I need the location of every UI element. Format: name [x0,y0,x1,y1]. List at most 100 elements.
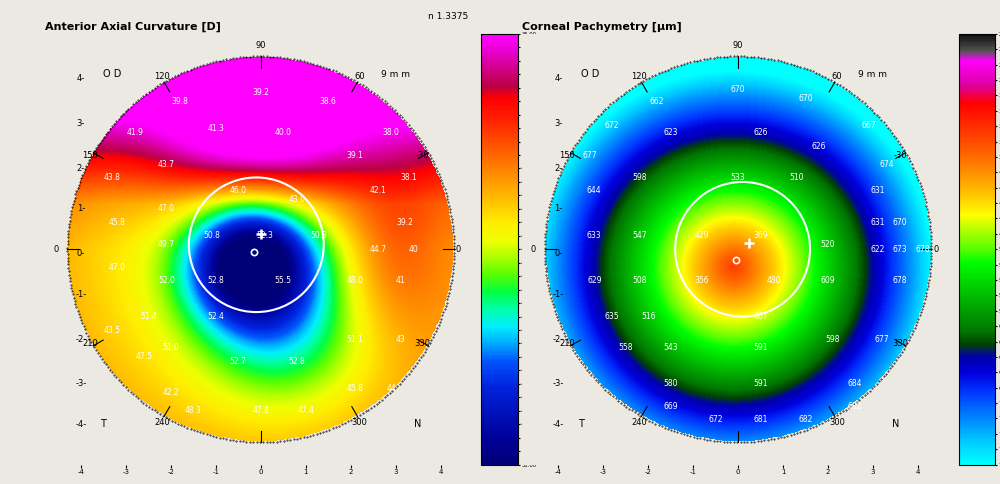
Text: 631: 631 [870,186,885,196]
Text: 4-: 4- [77,74,85,83]
Text: 51.0: 51.0 [162,344,179,352]
Text: 47.5: 47.5 [135,352,152,362]
Text: 674: 674 [879,160,894,168]
Text: 633: 633 [587,231,602,240]
Text: 543: 543 [663,344,678,352]
Text: 210: 210 [559,339,575,348]
Text: -4-: -4- [553,420,564,429]
Text: 429: 429 [695,231,709,240]
Text: 626: 626 [753,128,768,137]
Text: 670: 670 [731,86,745,94]
Text: 60: 60 [832,72,842,81]
Text: 510: 510 [789,173,804,182]
Text: 591: 591 [753,344,768,352]
Text: 681: 681 [753,415,768,424]
Text: 622: 622 [870,245,885,254]
Text: 533: 533 [731,173,745,182]
Text: -1-: -1- [553,289,564,299]
Text: 240: 240 [631,418,647,426]
Text: 330: 330 [892,339,908,348]
Text: 47.4: 47.4 [297,406,314,415]
Text: Corneal Pachymetry [μm]: Corneal Pachymetry [μm] [522,22,682,32]
Text: N: N [414,419,422,429]
Text: 667: 667 [861,121,876,130]
Text: 330: 330 [415,339,431,348]
Text: 623: 623 [663,128,678,137]
Text: 50.3: 50.3 [311,231,328,240]
Text: O D: O D [581,69,599,79]
Text: 1-: 1- [554,204,562,213]
Text: 0-: 0- [554,249,562,258]
Text: 1-: 1- [77,204,85,213]
Text: 48.3: 48.3 [185,406,202,415]
Text: 516: 516 [641,312,655,321]
Text: 90: 90 [256,41,266,49]
Text: 39.2: 39.2 [396,218,413,227]
Text: 43.7: 43.7 [158,160,175,168]
Text: -30: -30 [893,151,907,160]
Text: 44: 44 [386,384,396,393]
Text: 39.2: 39.2 [252,88,269,97]
Text: 52.3: 52.3 [257,231,274,240]
Text: 41.3: 41.3 [207,123,224,133]
Text: 670: 670 [798,94,813,104]
Text: 52.8: 52.8 [207,276,224,285]
Text: 52.7: 52.7 [230,357,247,366]
Text: 644: 644 [587,186,602,196]
Text: 44.7: 44.7 [369,245,386,254]
Text: 38.0: 38.0 [383,128,400,137]
Text: 677: 677 [875,334,889,344]
Text: 407: 407 [753,312,768,321]
Text: 41.9: 41.9 [126,128,143,137]
Text: N: N [892,419,899,429]
Text: -2-: -2- [553,334,564,344]
Text: 598: 598 [632,173,646,182]
Text: 0: 0 [933,245,939,254]
Text: 52.8: 52.8 [288,357,305,366]
Text: 0: 0 [456,245,461,254]
Text: -2-: -2- [75,334,87,344]
Text: 43.8: 43.8 [104,173,121,182]
Text: 0-: 0- [77,249,85,258]
Text: 38.1: 38.1 [401,173,417,182]
Text: 0: 0 [54,245,59,254]
Text: n 1.3375: n 1.3375 [428,12,468,21]
Text: 669: 669 [663,402,678,411]
Text: 3-: 3- [77,119,85,128]
Text: 4-: 4- [554,74,562,83]
Text: O D: O D [103,69,122,79]
Text: -3-: -3- [75,379,87,388]
Text: 210: 210 [82,339,98,348]
Text: 580: 580 [663,379,678,388]
Text: 682: 682 [848,402,862,411]
Text: 42.2: 42.2 [162,388,179,397]
Text: 90: 90 [733,41,743,49]
Text: 2-: 2- [554,164,562,173]
Text: 9 m m: 9 m m [858,70,887,79]
Text: 2-: 2- [77,164,85,173]
Text: 678: 678 [915,245,930,254]
Text: 558: 558 [618,344,633,352]
Text: 150: 150 [82,151,98,160]
Text: 50.8: 50.8 [203,231,220,240]
Text: 49.7: 49.7 [158,240,175,249]
Text: 43.0: 43.0 [288,196,305,204]
Text: 47.0: 47.0 [158,204,175,213]
Text: 609: 609 [821,276,835,285]
Text: 41: 41 [395,276,405,285]
Text: 631: 631 [870,218,885,227]
Text: 480: 480 [767,276,781,285]
Text: 47.0: 47.0 [108,263,125,272]
Text: 682: 682 [798,415,813,424]
Text: 672: 672 [708,415,723,424]
Text: 43: 43 [395,334,405,344]
Text: 662: 662 [650,97,664,106]
Text: 678: 678 [893,276,907,285]
Text: 120: 120 [631,72,647,81]
Text: 51.1: 51.1 [347,334,364,344]
Text: 3-: 3- [554,119,562,128]
Text: -4-: -4- [75,420,87,429]
Text: Anterior Axial Curvature [D]: Anterior Axial Curvature [D] [45,22,221,32]
Text: 598: 598 [825,334,840,344]
Text: 120: 120 [154,72,170,81]
